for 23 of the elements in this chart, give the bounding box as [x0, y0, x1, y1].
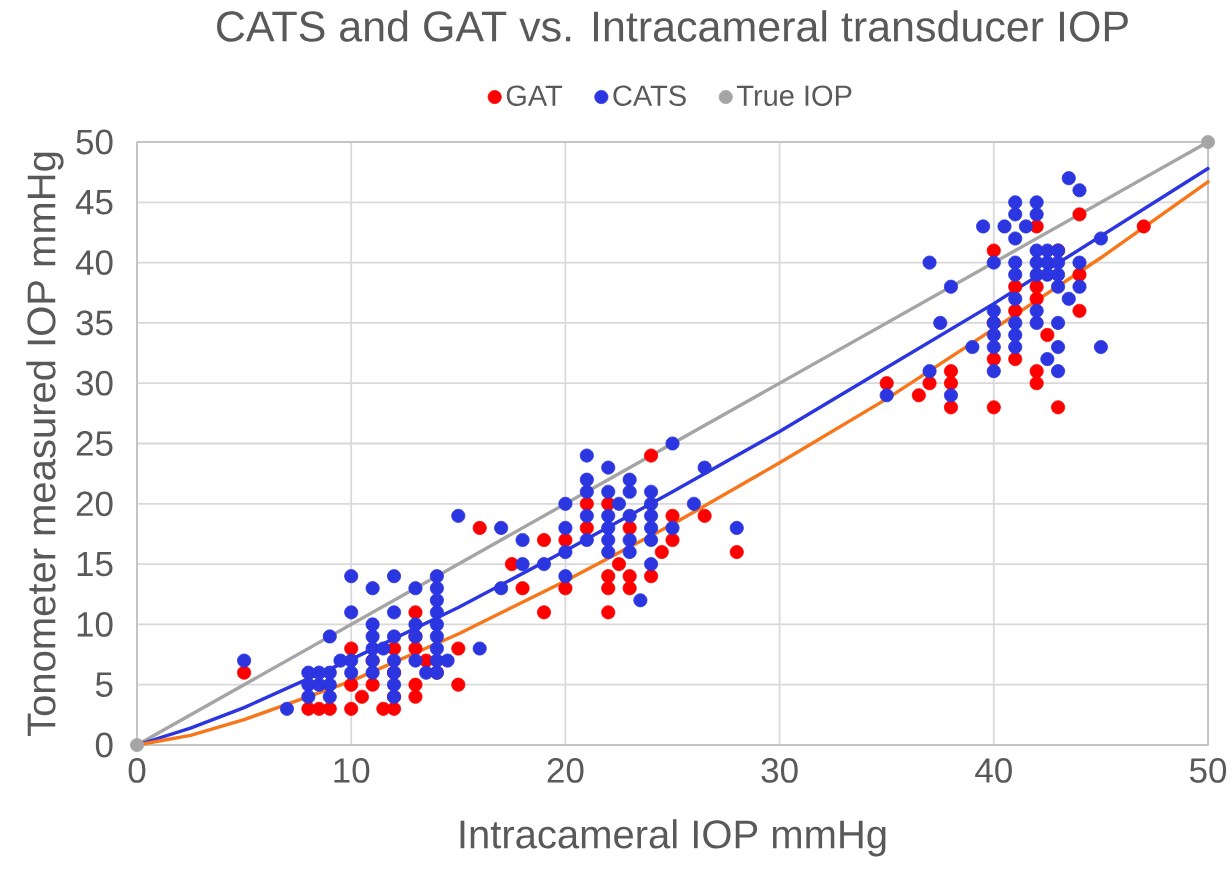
y-tick-label: 40 — [75, 250, 113, 275]
y-tick-label: 45 — [75, 190, 113, 215]
legend-label: CATS — [613, 85, 686, 106]
y-tick-label: 25 — [76, 431, 113, 456]
x-tick-label: 20 — [547, 758, 584, 783]
x-tick-label: 40 — [975, 758, 1012, 783]
x-tick-label: 50 — [1189, 758, 1227, 783]
legend-label: GAT — [506, 85, 563, 106]
x-tick-label: 0 — [128, 758, 146, 783]
x-tick-label: 30 — [761, 758, 798, 783]
chart-title: CATS and GAT vs. Intracameral transducer IOP — [217, 10, 1128, 42]
y-tick-label: 50 — [76, 129, 113, 155]
y-tick-label: 10 — [77, 612, 113, 637]
y-tick-label: 20 — [76, 491, 113, 517]
legend-label: True IOP — [737, 85, 852, 106]
y-tick-label: 0 — [95, 732, 113, 758]
x-axis-title: Intracameral IOP mmHg — [460, 819, 886, 857]
y-tick-label: 30 — [76, 370, 113, 396]
y-tick-label: 35 — [76, 310, 113, 336]
x-tick-label: 10 — [334, 758, 370, 783]
y-tick-label: 15 — [77, 551, 113, 577]
y-tick-label: 5 — [95, 672, 113, 697]
y-axis-title: Tonometer measured IOP mmHg — [26, 152, 64, 737]
